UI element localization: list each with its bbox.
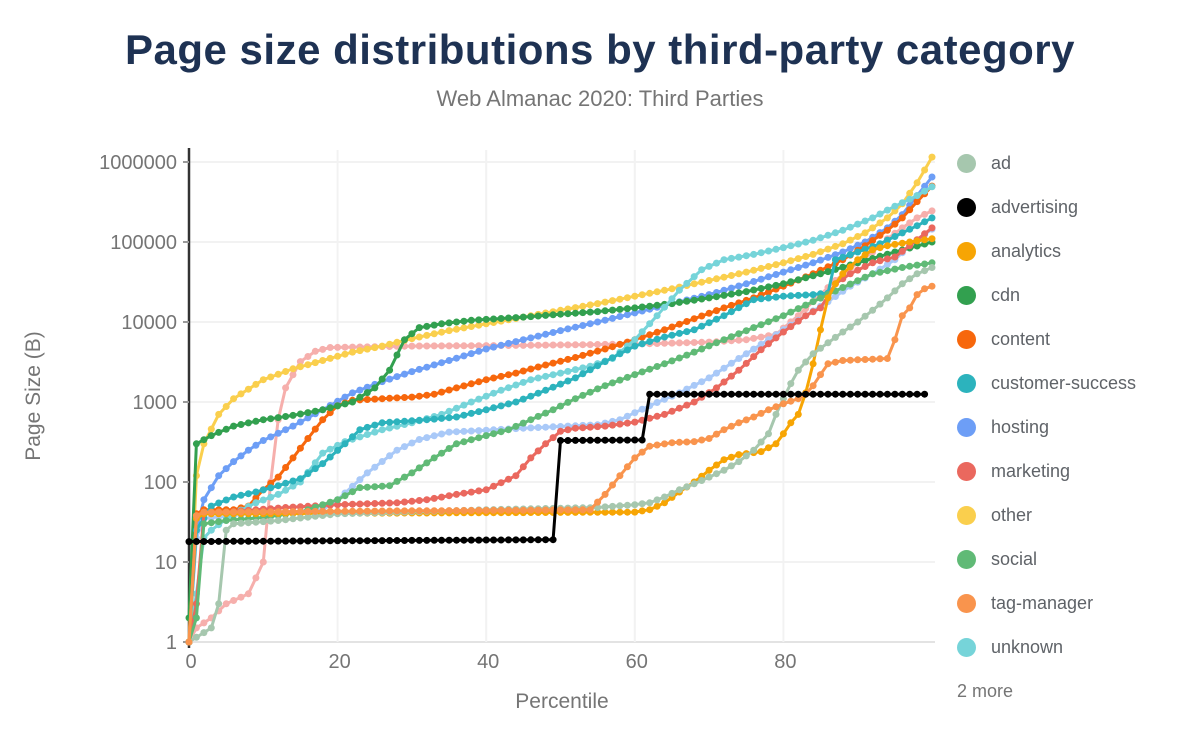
legend-item-social[interactable]: social: [957, 537, 1187, 581]
legend-item-analytics[interactable]: analytics: [957, 229, 1187, 273]
axis-tick-labels: 1000000 100000 10000 1000 100 10 10 20 40 60 80: [99, 152, 796, 673]
legend-more-toggle[interactable]: 2 more: [957, 680, 1014, 701]
series-social: [185, 259, 936, 646]
legend-item-label: analytics: [991, 240, 1062, 261]
legend-item-label: hosting: [991, 416, 1050, 437]
y-tick-label: 10000: [121, 312, 177, 334]
y-axis-title: Page Size (B): [22, 331, 45, 461]
legend-item-label: social: [991, 548, 1038, 569]
chart-subtitle: Web Almanac 2020: Third Parties: [436, 86, 764, 111]
axes: [183, 148, 191, 648]
y-tick-label: 1000000: [99, 152, 177, 174]
legend-color-dot-icon: [957, 153, 976, 173]
y-tick-label: 100: [144, 472, 177, 494]
legend-item-customer-success[interactable]: customer-success: [957, 361, 1187, 405]
x-axis-title: Percentile: [515, 690, 608, 713]
legend-item-ad[interactable]: ad: [957, 141, 1187, 185]
legend-item-other[interactable]: other: [957, 493, 1187, 537]
x-tick-label: 0: [185, 651, 196, 673]
legend-color-dot-icon: [957, 637, 976, 657]
legend-color-dot-icon: [957, 241, 976, 261]
legend-color-dot-icon: [957, 373, 976, 393]
legend-item-label: tag-manager: [991, 592, 1094, 613]
legend-item-label: customer-success: [991, 372, 1137, 393]
legend-item-unknown[interactable]: unknown: [957, 625, 1187, 669]
x-tick-label: 80: [774, 651, 796, 673]
series-cdn: [185, 238, 936, 622]
legend-color-dot-icon: [957, 549, 976, 569]
series-marketing: [185, 224, 936, 646]
legend-item-label: cdn: [991, 284, 1021, 305]
x-tick-label: 20: [328, 651, 350, 673]
legend: ad advertising analytics cdn content customer…: [957, 141, 1187, 713]
legend-color-dot-icon: [957, 461, 976, 481]
series-tag-manager: [185, 282, 936, 646]
y-tick-label: 1: [166, 632, 177, 654]
legend-color-dot-icon: [957, 505, 976, 525]
legend-item-cdn[interactable]: cdn: [957, 273, 1187, 317]
x-tick-label: 40: [477, 651, 499, 673]
legend-item-content[interactable]: content: [957, 317, 1187, 361]
series-customer-success: [185, 214, 936, 646]
legend-item-marketing[interactable]: marketing: [957, 449, 1187, 493]
legend-color-dot-icon: [957, 197, 976, 217]
legend-item-label: advertising: [991, 196, 1079, 217]
legend-item-hosting[interactable]: hosting: [957, 405, 1187, 449]
legend-item-advertising[interactable]: advertising: [957, 185, 1187, 229]
series-advertising: [185, 390, 929, 546]
y-tick-label: 100000: [110, 232, 177, 254]
legend-item-tag-manager[interactable]: tag-manager: [957, 581, 1187, 625]
series-more-lightblue: [185, 225, 936, 646]
legend-color-dot-icon: [957, 593, 976, 613]
legend-color-dot-icon: [957, 417, 976, 437]
legend-color-dot-icon: [957, 285, 976, 305]
series-other: [185, 153, 936, 646]
x-tick-label: 60: [626, 651, 648, 673]
legend-color-dot-icon: [957, 329, 976, 349]
legend-item-label: marketing: [991, 460, 1071, 481]
y-tick-label: 1000: [133, 392, 178, 414]
legend-item-label: other: [991, 504, 1033, 525]
legend-item-label: ad: [991, 152, 1012, 173]
y-tick-label: 10: [155, 552, 177, 574]
legend-item-label: content: [991, 328, 1051, 349]
legend-item-label: unknown: [991, 636, 1064, 657]
chart-title: Page size distributions by third-party c…: [124, 26, 1076, 73]
